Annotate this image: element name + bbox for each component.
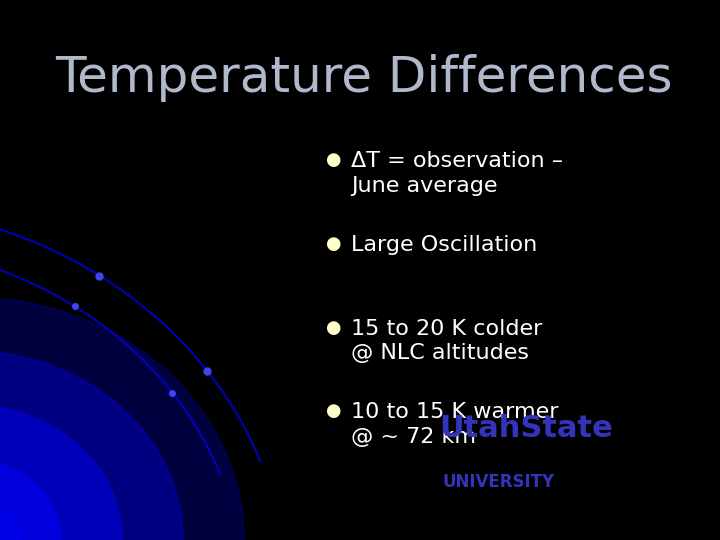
Text: ●: ● [325,319,341,336]
Circle shape [0,497,18,540]
Circle shape [0,351,183,540]
Circle shape [0,297,244,540]
Text: 10 to 15 K warmer
@ ~ 72 km: 10 to 15 K warmer @ ~ 72 km [351,402,558,447]
Text: UtahState: UtahState [439,414,613,443]
Text: Large Oscillation: Large Oscillation [351,235,537,255]
Text: Temperature Differences: Temperature Differences [55,54,672,102]
Text: UNIVERSITY: UNIVERSITY [442,474,554,491]
Text: ●: ● [325,235,341,253]
Text: ●: ● [325,402,341,420]
Text: ●: ● [325,151,341,169]
Text: 15 to 20 K colder
@ NLC altitudes: 15 to 20 K colder @ NLC altitudes [351,319,542,363]
Circle shape [0,459,61,540]
Text: ΔT = observation –
June average: ΔT = observation – June average [351,151,563,196]
Circle shape [0,405,122,540]
